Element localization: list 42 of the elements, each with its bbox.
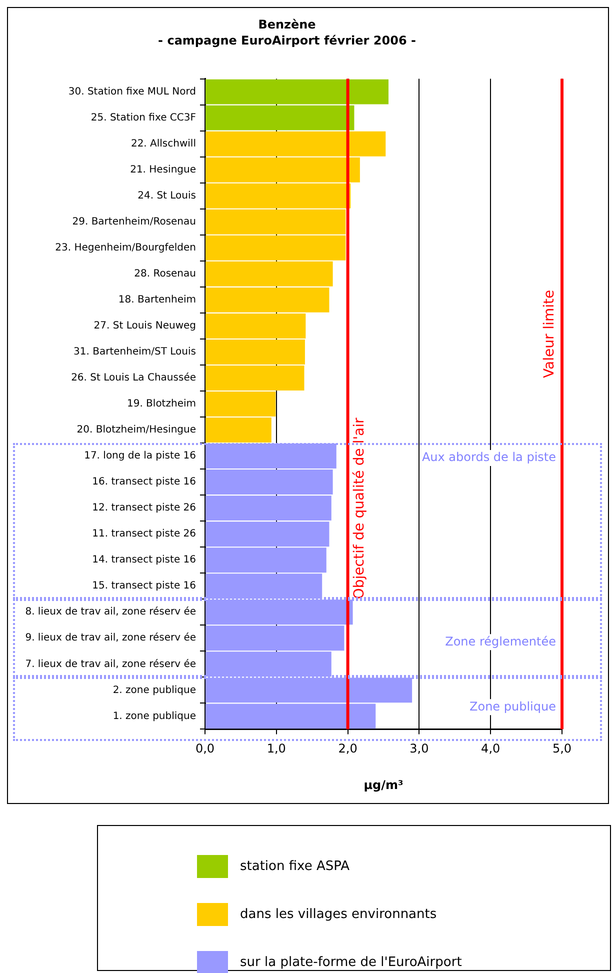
y-tick-label: 22. Allschwill bbox=[130, 138, 196, 150]
y-tick-label: 11. transect piste 26 bbox=[92, 528, 196, 540]
y-tick-label: 24. St Louis bbox=[138, 190, 196, 202]
x-tick-label: 3,0 bbox=[410, 742, 429, 756]
y-tick-label: 21. Hesingue bbox=[130, 164, 196, 176]
y-tick-label: 28. Rosenau bbox=[134, 268, 196, 280]
chart-subtitle: - campagne EuroAirport février 2006 - bbox=[158, 34, 416, 48]
y-tick-label: 2. zone publique bbox=[112, 684, 196, 696]
y-tick-label: 15. transect piste 16 bbox=[92, 580, 196, 592]
x-tick-label: 4,0 bbox=[481, 742, 500, 756]
annotation: Zone publique bbox=[470, 699, 556, 714]
legend-label: sur la plate-forme de l'EuroAirport bbox=[240, 954, 462, 970]
y-tick-label: 26. St Louis La Chaussée bbox=[71, 372, 196, 384]
y-tick-label: 18. Bartenheim bbox=[118, 294, 196, 306]
y-tick-label: 25. Station fixe CC3F bbox=[90, 112, 196, 124]
x-axis-title: µg/m³ bbox=[364, 778, 404, 792]
x-tick-label: 2,0 bbox=[338, 742, 358, 756]
y-tick-label: 14. transect piste 16 bbox=[92, 554, 196, 566]
legend-label: dans les villages environnants bbox=[240, 906, 437, 922]
x-tick-label: 1,0 bbox=[266, 742, 286, 756]
y-tick-label: 16. transect piste 16 bbox=[92, 476, 196, 488]
y-tick-label: 30. Station fixe MUL Nord bbox=[68, 86, 196, 98]
y-tick-label: 1. zone publique bbox=[112, 710, 196, 722]
y-tick-label: 31. Bartenheim/ST Louis bbox=[74, 346, 196, 358]
y-tick-label: 29. Bartenheim/Rosenau bbox=[72, 216, 196, 228]
y-tick-label: 8. lieux de trav ail, zone réserv ée bbox=[25, 606, 196, 618]
y-tick-label: 9. lieux de trav ail, zone réserv ée bbox=[25, 632, 196, 644]
x-tick-label: 5,0 bbox=[552, 742, 572, 756]
y-tick-label: 23. Hegenheim/Bourgfelden bbox=[55, 242, 196, 254]
y-tick-label: 27. St Louis Neuweg bbox=[94, 320, 196, 332]
legend-label: station fixe ASPA bbox=[240, 858, 350, 874]
x-tick-label: 0,0 bbox=[195, 742, 215, 756]
ref-line-label: Valeur limite bbox=[542, 290, 558, 378]
y-tick-label: 12. transect piste 26 bbox=[92, 502, 196, 514]
y-tick-label: 19. Blotzheim bbox=[126, 398, 196, 410]
annotation: Zone réglementée bbox=[445, 634, 556, 648]
y-tick-label: 17. long de la piste 16 bbox=[84, 450, 196, 462]
annotation: Aux abords de la piste bbox=[422, 450, 556, 464]
ref-line-label: Objectif de qualité de l'air bbox=[351, 417, 368, 600]
y-tick-label: 7. lieux de trav ail, zone réserv ée bbox=[25, 658, 196, 670]
chart-title: Benzène bbox=[258, 17, 316, 32]
y-tick-label: 20. Blotzheim/Hesingue bbox=[76, 424, 196, 436]
